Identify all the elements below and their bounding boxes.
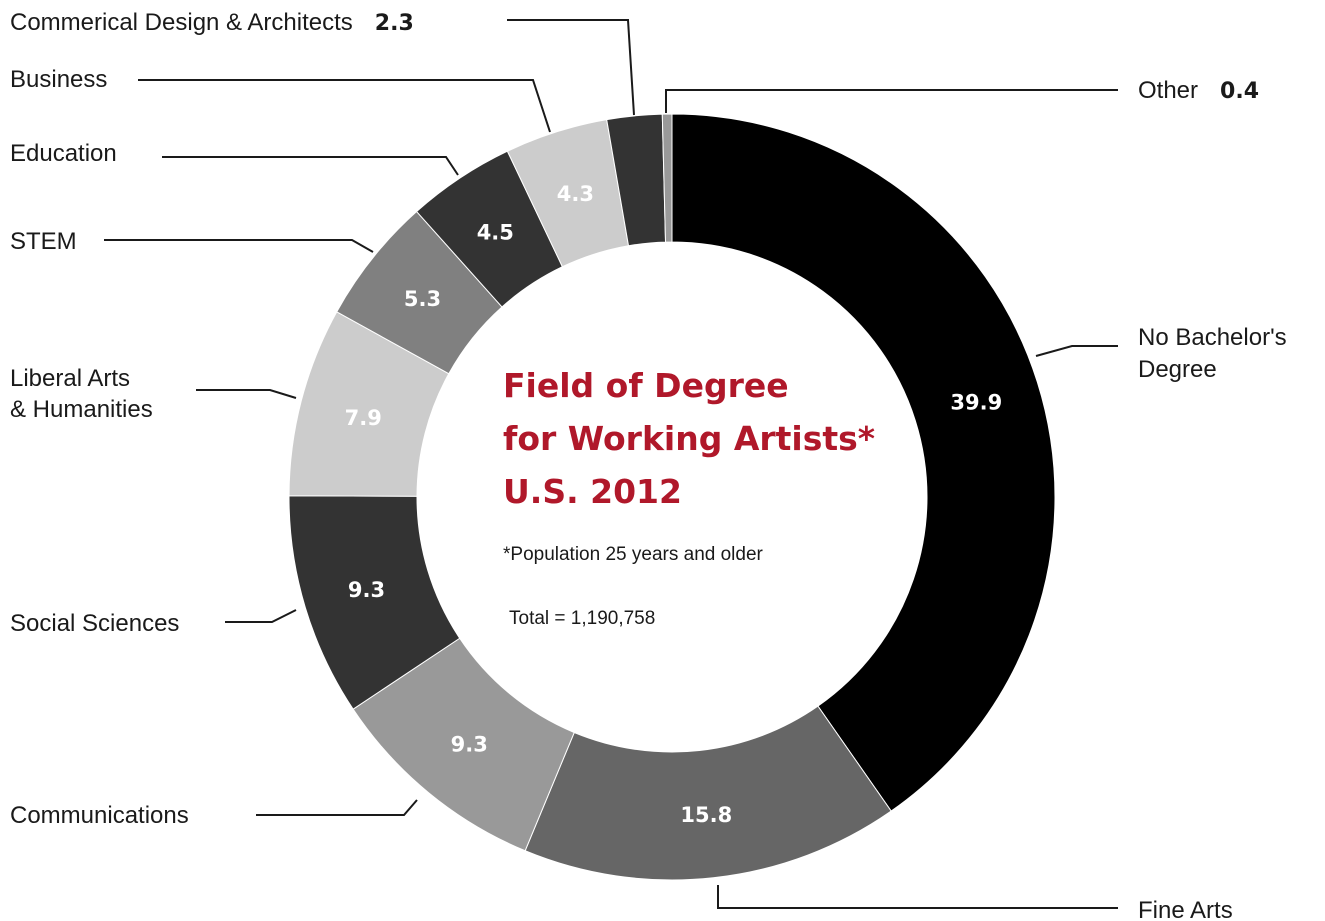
- leader-line-communications: [256, 799, 418, 816]
- slice-value-labels: 39.9 15.8 9.3 9.3 7.9 5.3 4.5 4.3: [345, 182, 1003, 827]
- leader-line-education: [162, 156, 459, 176]
- slice-value-no-bachelor-s-degree: 39.9: [950, 390, 1002, 414]
- leader-line-no-bachelor-s-degree: [1035, 345, 1118, 357]
- slice-fine-arts: [524, 705, 892, 881]
- slice-value-fine-arts: 15.8: [680, 803, 732, 827]
- category-label-other: Other: [1138, 77, 1198, 104]
- category-label-no-bachelor-s-degree-line-2: Degree: [1138, 356, 1217, 383]
- slice-value-social-sciences: 9.3: [348, 578, 385, 602]
- category-label-stem: STEM: [10, 228, 77, 255]
- slice-no-bachelor-s-degree: [671, 113, 1056, 812]
- leader-line-social-sciences: [225, 609, 297, 623]
- leader-line-business: [138, 79, 551, 133]
- slice-value-communications: 9.3: [451, 732, 488, 756]
- category-value-commerical-design-and-architects: 2.3: [375, 11, 414, 36]
- slice-value-business: 4.3: [557, 182, 594, 206]
- population-footnote: *Population 25 years and older: [503, 544, 764, 565]
- category-label-no-bachelor-s-degree-line-1: No Bachelor's: [1138, 324, 1287, 351]
- category-label-liberal-arts-and-humanities-line-1: Liberal Arts: [10, 365, 130, 392]
- slice-value-liberal-arts-and-humanities: 7.9: [345, 406, 382, 430]
- category-label-fine-arts: Fine Arts: [1138, 897, 1233, 921]
- category-label-education: Education: [10, 140, 117, 167]
- category-label-social-sciences: Social Sciences: [10, 610, 179, 637]
- slice-other: [661, 113, 673, 243]
- category-label-liberal-arts-and-humanities-line-2: & Humanities: [10, 396, 153, 423]
- slice-value-stem: 5.3: [404, 287, 441, 311]
- leader-line-fine-arts: [717, 885, 1118, 909]
- leader-line-liberal-arts-and-humanities: [196, 389, 297, 399]
- total-count: Total = 1,190,758: [509, 608, 655, 629]
- category-label-business: Business: [10, 66, 107, 93]
- slice-value-education: 4.5: [477, 220, 514, 244]
- chart-title-line-3: U.S. 2012: [503, 472, 682, 511]
- category-label-communications: Communications: [10, 802, 189, 829]
- category-label-commerical-design-and-architects: Commerical Design & Architects: [10, 9, 353, 36]
- chart-title-line-1: Field of Degree: [503, 366, 789, 405]
- slice-category-labels: No Bachelor's Degree Fine Arts Communicatio…: [10, 9, 1287, 921]
- category-value-other: 0.4: [1220, 79, 1259, 104]
- leader-line-stem: [104, 239, 374, 253]
- donut-slices: [288, 113, 1056, 881]
- leader-lines: [104, 19, 1118, 909]
- leader-line-commerical-design-and-architects: [507, 19, 635, 116]
- chart-title-line-2: for Working Artists*: [503, 419, 875, 458]
- leader-line-other: [665, 89, 1118, 113]
